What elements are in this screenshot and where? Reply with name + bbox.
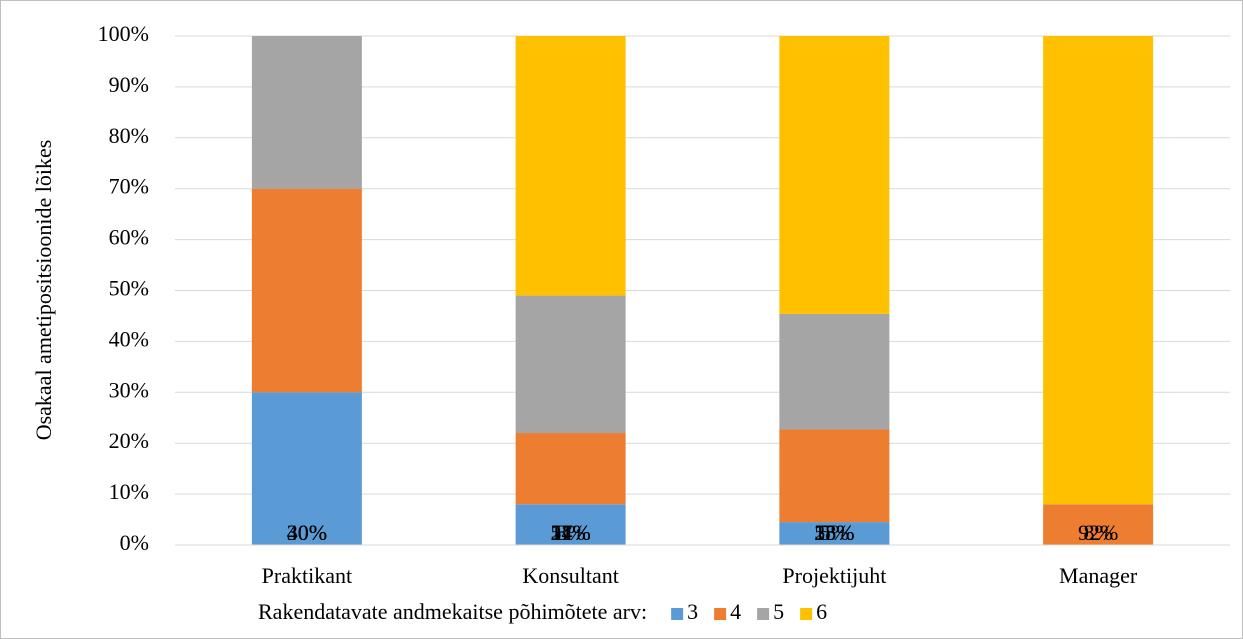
data-label: 92% [1078,520,1118,545]
data-label: 27% [550,520,590,545]
bar-segment [515,504,626,545]
legend-swatch [714,608,727,620]
bar-segment [515,295,626,434]
y-tick-label: 90% [109,72,149,97]
bar-segment [251,36,362,189]
y-tick-label: 20% [109,428,149,453]
bar-segment [515,36,626,296]
y-tick-label: 10% [109,479,149,504]
data-label: 8% [1083,520,1112,545]
data-label: 51% [550,520,590,545]
data-label: 40% [287,520,327,545]
x-tick-label: Konsultant [522,563,619,588]
data-label: 23% [814,520,854,545]
legend-swatch [671,608,684,620]
data-label: 18% [814,520,854,545]
legend-label: 6 [816,599,827,624]
bar-segment [251,392,362,545]
legend-swatch [800,608,813,620]
bar-segment [779,522,890,545]
data-label: 14% [550,520,590,545]
bar-segment [779,36,890,314]
y-axis-label: Osakaal ametipositsioonide lõikes [31,140,56,441]
data-label: 30% [287,520,327,545]
y-tick-label: 70% [109,174,149,199]
legend-label: 5 [773,599,784,624]
bar-segment [779,429,890,523]
bar-segment [1043,504,1154,545]
x-tick-label: Projektijuht [782,563,886,588]
y-tick-label: 40% [109,326,149,351]
data-label: 30% [287,520,327,545]
x-tick-label: Praktikant [262,563,352,588]
bar-segment [515,433,626,505]
bar-segment [251,188,362,393]
y-tick-label: 60% [109,225,149,250]
legend-label: 3 [687,599,698,624]
y-tick-label: 100% [98,21,149,46]
legend-swatch [757,608,770,620]
data-label: 5% [820,520,849,545]
bar-segment [779,313,890,430]
y-tick-label: 30% [109,377,149,402]
data-label: 8% [556,520,585,545]
y-tick-label: 80% [109,123,149,148]
legend-title: Rakendatavate andmekaitse põhimõtete arv… [258,599,647,624]
data-label: 55% [814,520,854,545]
x-tick-label: Manager [1059,563,1138,588]
legend-label: 4 [730,599,741,624]
y-tick-label: 0% [120,530,149,555]
y-tick-label: 50% [109,276,149,301]
bar-segment [1043,36,1154,505]
